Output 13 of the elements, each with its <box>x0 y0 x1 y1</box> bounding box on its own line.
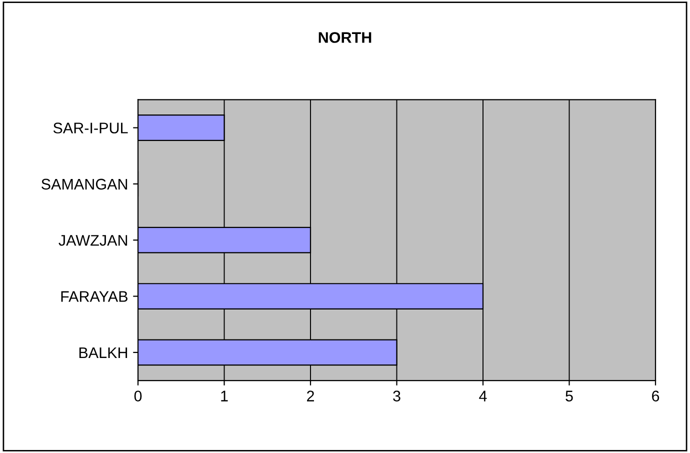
y-tick-label: BALKH <box>79 347 128 358</box>
chart-title: NORTH <box>318 32 372 43</box>
y-tick-label: FARAYAB <box>61 291 128 302</box>
x-tick-label: 3 <box>393 390 400 402</box>
y-tick-label: SAMANGAN <box>42 178 128 190</box>
x-tick-label: 5 <box>566 390 573 402</box>
y-tick-label: SAR-I-PUL <box>53 122 128 134</box>
x-tick-label: 4 <box>479 390 487 402</box>
y-tick-label: JAWZJAN <box>58 235 128 246</box>
x-tick-label: 2 <box>307 390 314 402</box>
x-tick-label: 0 <box>134 390 142 402</box>
x-tick-label: 6 <box>652 390 660 402</box>
x-tick-label: 1 <box>221 390 228 402</box>
